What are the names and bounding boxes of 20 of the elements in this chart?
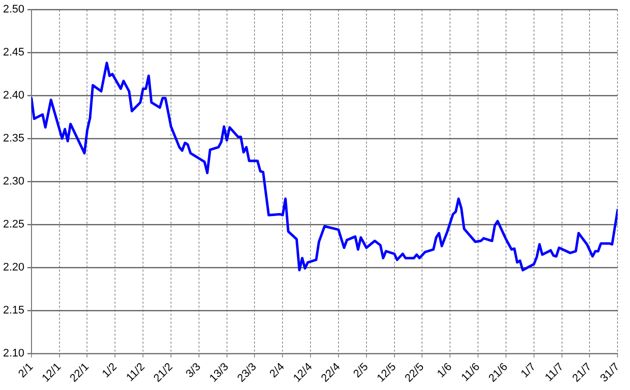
y-tick-label: 2.35 — [2, 132, 24, 145]
x-tick-label: 1/2 — [100, 360, 120, 380]
x-tick-label: 2/5 — [351, 360, 371, 380]
y-tick-label: 2.20 — [2, 262, 24, 274]
x-tick-label: 22/1 — [68, 360, 92, 385]
y-tick-label: 2.25 — [2, 218, 24, 231]
y-tick-label: 2.30 — [2, 176, 24, 188]
y-tick-label: 2.45 — [2, 46, 24, 59]
y-tick-label: 2.50 — [2, 4, 24, 16]
x-tick-label: 1/6 — [435, 360, 454, 380]
x-tick-label: 2/1 — [16, 360, 36, 380]
x-tick-label: 2/4 — [268, 360, 287, 380]
x-tick-label: 12/1 — [40, 360, 64, 385]
x-tick-label: 1/7 — [518, 360, 538, 380]
y-tick-label: 2.10 — [2, 348, 24, 360]
x-tick-label: 3/3 — [184, 360, 204, 380]
y-tick-label: 2.15 — [2, 304, 24, 317]
x-tick-label: 11/6 — [459, 360, 482, 384]
y-tick-label: 2.40 — [2, 90, 24, 102]
x-tick-label: 11/2 — [124, 360, 148, 384]
